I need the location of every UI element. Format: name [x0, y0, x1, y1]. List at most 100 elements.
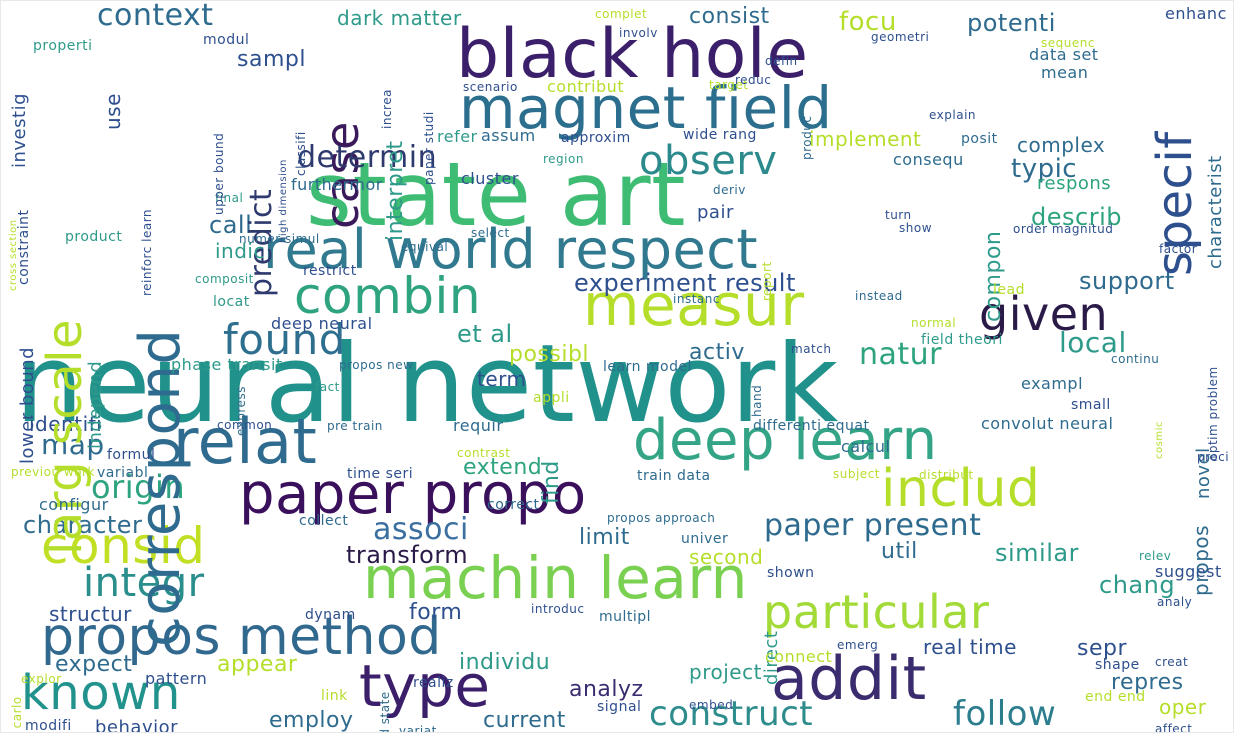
- word-potenti: potenti: [967, 9, 1056, 37]
- word-construct: construct: [649, 694, 814, 733]
- word-suggest: suggest: [1155, 562, 1222, 581]
- word-train-data: train data: [637, 468, 711, 484]
- word-type: type: [359, 652, 491, 720]
- word-explor: explor: [21, 672, 62, 686]
- word-deep-neural: deep neural: [271, 314, 373, 333]
- word-natur: natur: [859, 337, 943, 372]
- word-oper: oper: [1159, 695, 1207, 719]
- word-univer: univer: [681, 531, 729, 547]
- word-instanc: instanc: [673, 292, 720, 306]
- word-current: current: [483, 708, 566, 733]
- word-common: common: [217, 418, 273, 432]
- word-find: find: [539, 460, 564, 504]
- word-individu: individu: [459, 650, 551, 675]
- word-embed: embed: [689, 698, 734, 712]
- word-mean: mean: [1041, 63, 1089, 82]
- word-multipl: multipl: [599, 609, 652, 625]
- word-state-art: state art: [306, 143, 687, 246]
- word-enhanc: enhanc: [1165, 4, 1227, 23]
- word-determin: determin: [297, 140, 438, 175]
- word-modul: modul: [203, 32, 250, 48]
- word-experiment-result: experiment result: [574, 269, 796, 297]
- word-addit: addit: [771, 644, 927, 714]
- word-project: project: [689, 660, 762, 684]
- word-transform: transform: [346, 541, 469, 569]
- word-integr: integr: [83, 560, 205, 606]
- word-assum: assum: [481, 126, 536, 145]
- word-appear: appear: [217, 652, 298, 677]
- word-sampl: sampl: [237, 47, 306, 72]
- word-locat: locat: [213, 294, 250, 310]
- word-numer-simul: numer simul: [239, 232, 320, 246]
- word-subject: subject: [833, 467, 880, 481]
- word-map: map: [41, 428, 105, 461]
- word-signal: signal: [597, 699, 642, 715]
- word-analyz: analyz: [569, 677, 644, 702]
- word-instead: instead: [855, 289, 903, 303]
- word-propos-new: propos new: [339, 358, 414, 372]
- word-independ: independ: [85, 360, 106, 449]
- word-observ: observ: [639, 138, 778, 184]
- word-turn: turn: [885, 208, 912, 222]
- word-consist: consist: [689, 4, 770, 29]
- word-factor: factor: [1159, 242, 1198, 256]
- word-deep-learn: deep learn: [633, 408, 938, 473]
- word-express: express: [234, 386, 248, 436]
- word-propos: propos: [1189, 524, 1213, 596]
- word-follow: follow: [953, 694, 1057, 733]
- word-show: show: [899, 221, 933, 235]
- word-time-seri: time seri: [347, 466, 414, 482]
- word-consequ: consequ: [893, 150, 964, 169]
- word-creat: creat: [1155, 655, 1189, 669]
- word-constraint: constraint: [16, 209, 32, 285]
- word-context: context: [97, 0, 214, 33]
- word-implement: implement: [809, 127, 922, 151]
- word-end-end: end end: [1085, 689, 1146, 705]
- word-defin: defin: [765, 54, 798, 68]
- word-preci: preci: [1197, 450, 1230, 464]
- word-reinforc-learn: reinforc learn: [140, 208, 154, 296]
- word-cluster: cluster: [461, 169, 519, 188]
- word-distribut: distribut: [919, 468, 974, 482]
- word-correct: correct: [487, 497, 540, 513]
- word-describ: describ: [1031, 203, 1122, 231]
- word-involv: involv: [619, 26, 658, 40]
- word-deriv: deriv: [713, 183, 746, 197]
- word-calcul: calcul: [841, 437, 891, 456]
- word-relat: relat: [173, 405, 318, 478]
- word-approxim: approxim: [561, 130, 631, 146]
- word-limit: limit: [579, 525, 630, 550]
- word-complex: complex: [1017, 133, 1106, 157]
- word-interpret: interpret: [383, 140, 408, 241]
- word-convolut-neural: convolut neural: [981, 414, 1114, 433]
- word-small: small: [1071, 397, 1111, 413]
- word-sepr: sepr: [1077, 636, 1128, 661]
- word-target: target: [709, 78, 749, 92]
- word-paper-propo: paper propo: [239, 462, 587, 527]
- word-pair: pair: [697, 202, 734, 223]
- word-contribut: contribut: [547, 77, 625, 96]
- word-complet: complet: [595, 7, 648, 21]
- word-product: product: [65, 229, 123, 245]
- word-lead: lead: [993, 282, 1025, 298]
- word-region: region: [543, 152, 584, 166]
- word-particular: particular: [763, 585, 990, 639]
- word-chang: chang: [1099, 571, 1176, 599]
- word-cross-section: cross section: [8, 219, 19, 291]
- word-structur: structur: [49, 602, 132, 626]
- word-requir: requir: [453, 416, 504, 435]
- word-origin: origin: [91, 468, 186, 506]
- word-hand: hand: [750, 384, 764, 417]
- word-explain: explain: [929, 108, 977, 122]
- word-upper-bound: upper bound: [212, 132, 226, 215]
- word-equival: equival: [401, 240, 449, 254]
- word-form: form: [409, 600, 463, 625]
- word-classifi: classifi: [294, 131, 308, 176]
- word-extend: extend: [463, 455, 543, 480]
- word-found: found: [223, 315, 346, 364]
- word-composit: composit: [195, 272, 254, 286]
- word-restrict: restrict: [303, 263, 357, 279]
- word-variabl: variabl: [97, 465, 149, 481]
- word-geometri: geometri: [871, 30, 930, 44]
